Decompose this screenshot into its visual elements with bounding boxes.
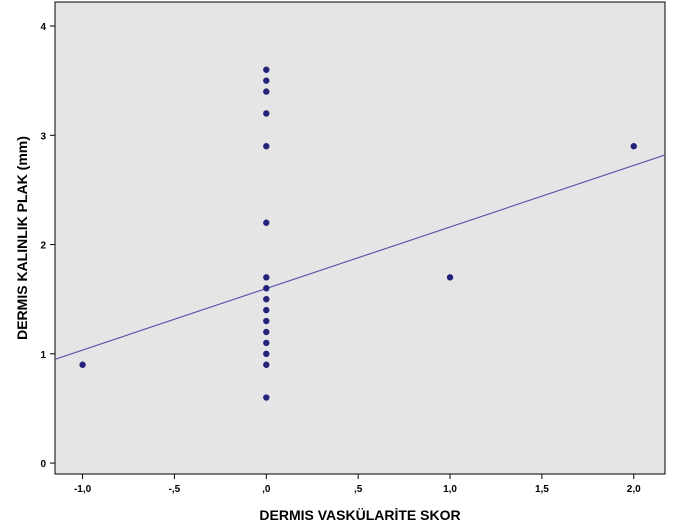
- fit-line-group: [54, 154, 666, 360]
- data-point: [263, 66, 270, 73]
- y-axis-title: DERMIS KALINLIK PLAK (mm): [14, 136, 30, 340]
- data-point: [79, 361, 86, 368]
- x-tick-label: ,0: [262, 484, 271, 495]
- data-point: [263, 285, 270, 292]
- data-point: [446, 274, 454, 281]
- data-point: [263, 306, 270, 314]
- x-axis-title: DERMIS VASKÜLARİTE SKOR: [259, 507, 460, 523]
- data-point: [263, 339, 270, 347]
- data-point: [263, 110, 270, 117]
- data-point: [263, 143, 270, 150]
- data-point: [263, 361, 270, 368]
- y-tick-label: 4: [40, 22, 46, 33]
- data-point: [263, 219, 270, 226]
- data-points: [79, 66, 637, 401]
- data-point: [263, 77, 270, 84]
- x-tick-label: -,5: [169, 484, 181, 495]
- y-tick-label: 2: [40, 241, 46, 252]
- y-tick-label: 3: [40, 131, 46, 142]
- data-point: [263, 317, 270, 325]
- data-point: [263, 394, 270, 401]
- data-point: [263, 295, 270, 303]
- data-point: [630, 143, 637, 150]
- data-point: [263, 88, 270, 95]
- y-tick-label: 1: [40, 350, 46, 361]
- data-point: [263, 350, 270, 358]
- x-tick-label: -1,0: [74, 484, 92, 495]
- y-axis: 0 1 2 3 4: [40, 22, 55, 470]
- x-tick-label: 2,0: [627, 484, 641, 495]
- x-tick-label: 1,5: [535, 484, 549, 495]
- x-tick-label: 1,0: [443, 484, 457, 495]
- x-axis: -1,0 -,5 ,0 ,5 1,0 1,5 2,0: [74, 474, 641, 495]
- plot-area: [54, 1, 666, 475]
- data-point: [263, 328, 270, 336]
- data-point: [263, 274, 270, 281]
- y-tick-label: 0: [40, 459, 46, 470]
- x-tick-label: ,5: [354, 484, 363, 495]
- fit-line: [54, 154, 666, 360]
